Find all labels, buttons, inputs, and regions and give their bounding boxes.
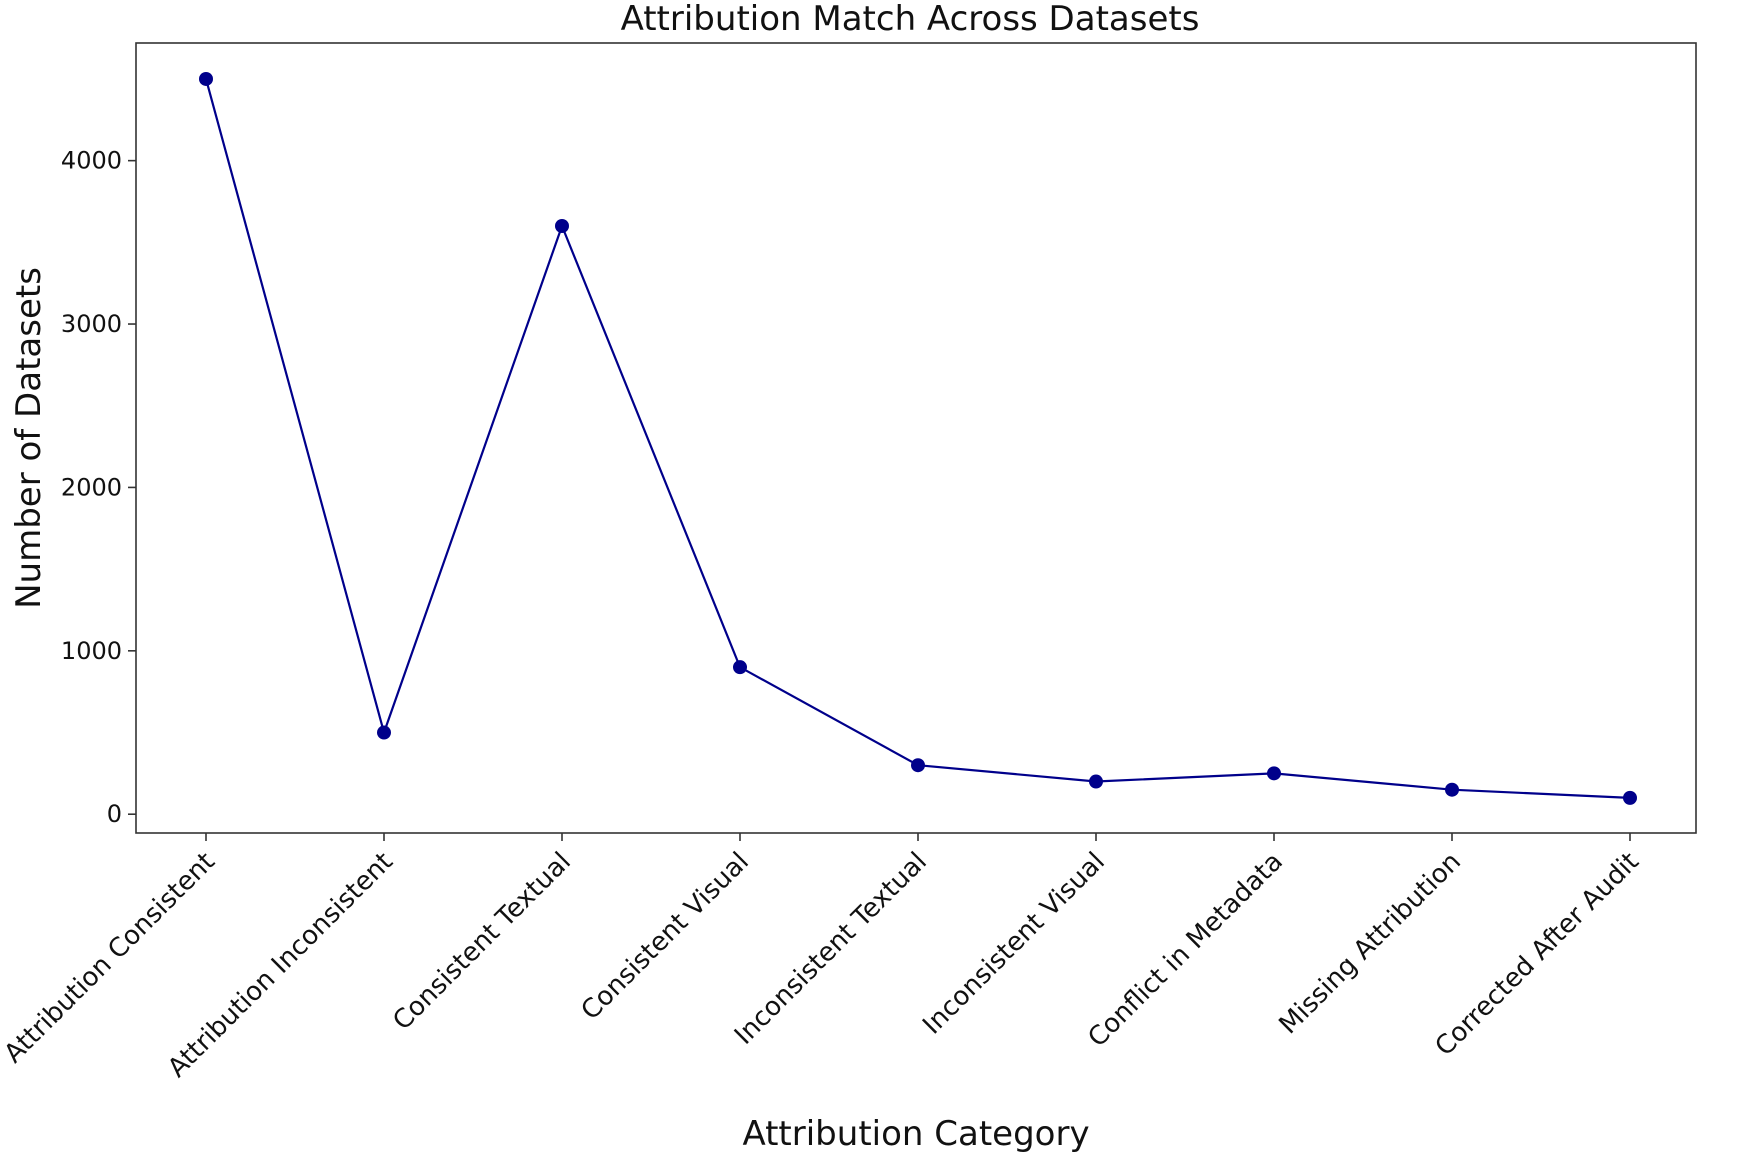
data-point (377, 725, 391, 740)
plot-area-frame (135, 42, 1697, 834)
y-axis-ticks: 0 1000 2000 3000 4000 (61, 147, 136, 828)
y-tick-label: 4000 (61, 147, 122, 175)
data-point (555, 218, 569, 233)
data-point (1089, 774, 1103, 789)
y-tick-label: 0 (107, 800, 122, 828)
series-layer (199, 71, 1637, 805)
data-point (1623, 790, 1637, 805)
x-axis-label: Attribution Category (742, 1114, 1089, 1153)
y-tick-label: 2000 (61, 473, 122, 501)
data-point (733, 660, 747, 675)
y-tick-label: 1000 (61, 637, 122, 665)
data-point (1445, 782, 1459, 797)
chart-title: Attribution Match Across Datasets (621, 0, 1200, 39)
y-tick-label: 3000 (61, 310, 122, 338)
y-axis-label: Number of Datasets (9, 267, 49, 609)
data-point (911, 758, 925, 773)
data-point (199, 71, 213, 86)
data-point (1267, 766, 1281, 781)
